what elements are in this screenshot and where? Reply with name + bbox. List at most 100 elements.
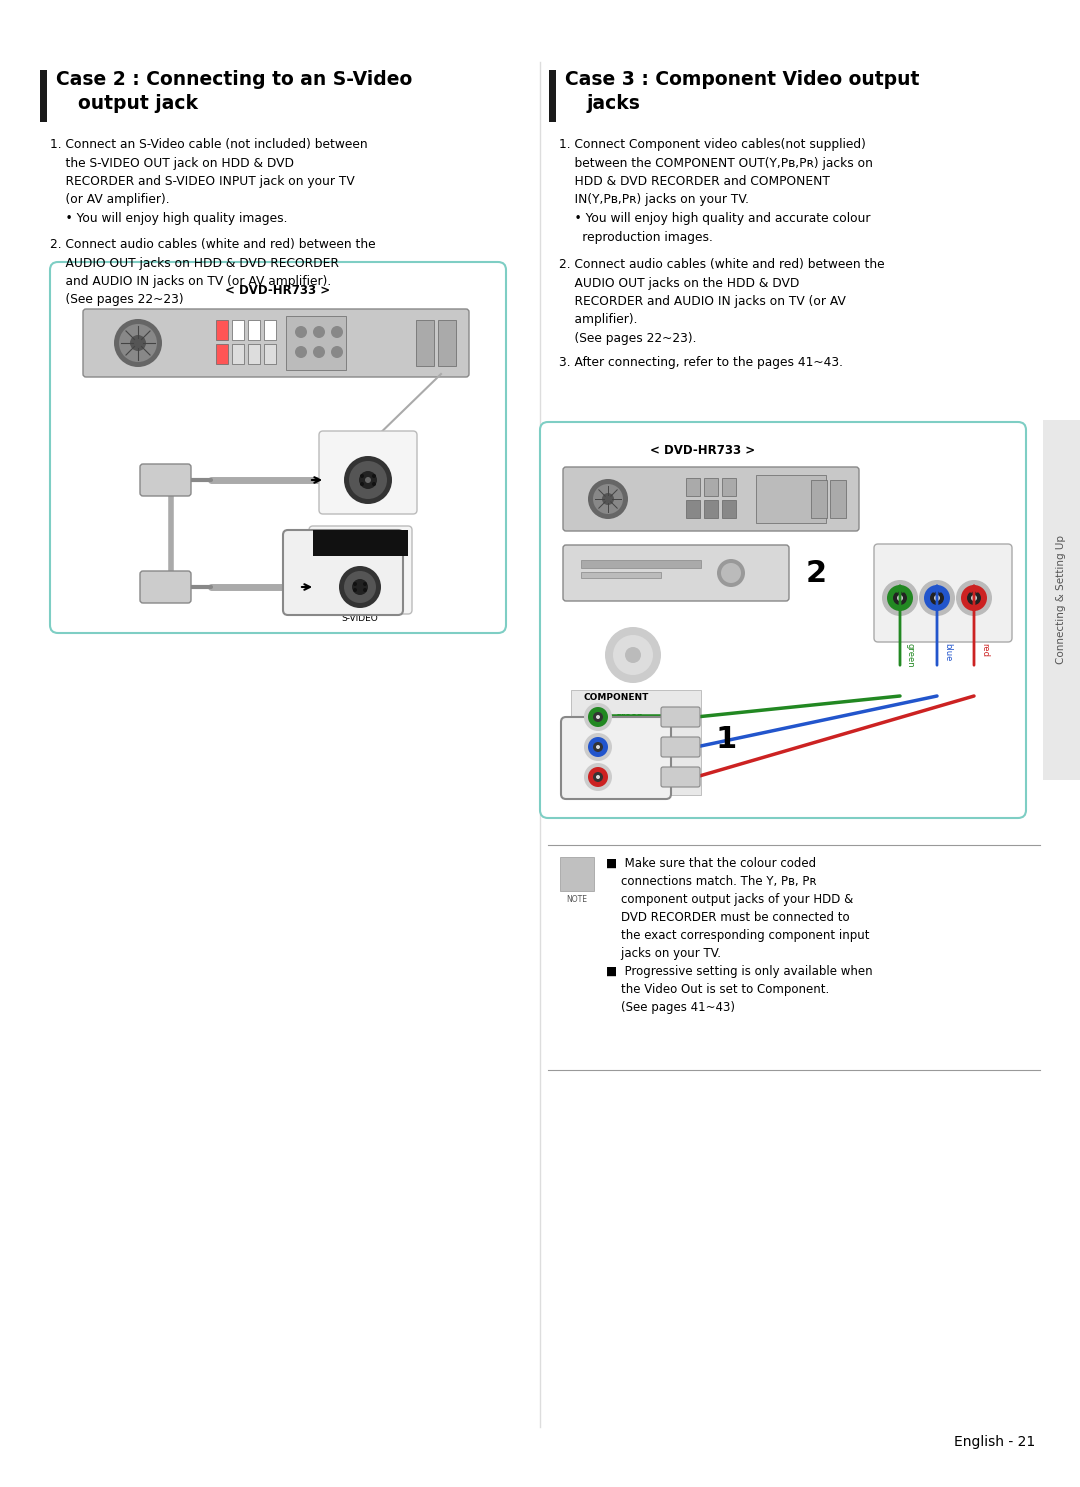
Circle shape [360, 474, 364, 477]
Text: blue: blue [943, 642, 951, 662]
Text: COMPONENT: COMPONENT [583, 693, 649, 702]
Bar [571, 690, 701, 796]
Text: blue: blue [616, 742, 637, 752]
Circle shape [613, 635, 653, 675]
Text: red: red [980, 642, 989, 657]
FancyBboxPatch shape [319, 431, 417, 515]
Circle shape [353, 587, 357, 592]
Bar [232, 343, 244, 364]
FancyBboxPatch shape [661, 706, 700, 727]
FancyBboxPatch shape [874, 544, 1012, 642]
Bar [704, 477, 718, 497]
Bar [216, 320, 228, 341]
Circle shape [602, 494, 615, 506]
Circle shape [930, 590, 944, 605]
FancyBboxPatch shape [661, 738, 700, 757]
Bar [40, 70, 48, 122]
Circle shape [593, 742, 603, 752]
FancyBboxPatch shape [140, 571, 191, 604]
Circle shape [114, 320, 162, 367]
Circle shape [330, 326, 343, 338]
Text: S-VIDEO: S-VIDEO [341, 614, 378, 623]
Text: COMPONENT OUT: COMPONENT OUT [905, 555, 982, 564]
FancyBboxPatch shape [661, 767, 700, 787]
Circle shape [934, 595, 940, 601]
Text: jacks: jacks [588, 94, 640, 113]
Circle shape [588, 479, 627, 519]
Bar [549, 70, 556, 122]
FancyBboxPatch shape [540, 422, 1026, 818]
Circle shape [721, 564, 741, 583]
Circle shape [372, 474, 376, 477]
Bar [581, 561, 701, 568]
Bar [723, 477, 735, 497]
Bar [561, 857, 594, 891]
FancyBboxPatch shape [50, 262, 507, 633]
Circle shape [588, 706, 608, 727]
Text: ■  Make sure that the colour coded
    connections match. The Y, Pʙ, Pʀ
    comp: ■ Make sure that the colour coded connec… [606, 857, 869, 961]
Circle shape [372, 482, 376, 486]
Circle shape [924, 584, 950, 611]
Circle shape [882, 580, 918, 616]
Bar [313, 529, 408, 556]
Circle shape [295, 346, 307, 358]
Circle shape [596, 745, 600, 749]
Bar [686, 477, 700, 497]
FancyBboxPatch shape [140, 464, 191, 497]
Circle shape [352, 578, 368, 595]
Circle shape [584, 733, 612, 761]
Text: 2. Connect audio cables (white and red) between the
    AUDIO OUT jacks on the H: 2. Connect audio cables (white and red) … [559, 259, 885, 345]
Circle shape [887, 584, 913, 611]
FancyBboxPatch shape [563, 467, 859, 531]
Circle shape [956, 580, 993, 616]
Circle shape [359, 471, 377, 489]
Circle shape [353, 581, 357, 586]
Bar [811, 480, 827, 517]
Text: ✎: ✎ [569, 864, 585, 883]
Text: 3. After connecting, refer to the pages 41~43.: 3. After connecting, refer to the pages … [559, 355, 843, 369]
Bar [1043, 419, 1080, 781]
Text: Connecting & Setting Up: Connecting & Setting Up [1056, 535, 1066, 665]
Circle shape [313, 346, 325, 358]
Circle shape [365, 477, 372, 483]
Text: Case 2 : Connecting to an S-Video: Case 2 : Connecting to an S-Video [56, 70, 413, 89]
Bar [248, 343, 260, 364]
Bar [286, 317, 346, 370]
Circle shape [330, 346, 343, 358]
Circle shape [584, 703, 612, 732]
Circle shape [897, 595, 903, 601]
Circle shape [339, 567, 381, 608]
Bar [831, 480, 846, 517]
Circle shape [593, 772, 603, 782]
FancyBboxPatch shape [83, 309, 469, 378]
Circle shape [625, 647, 642, 663]
Bar [723, 500, 735, 517]
Circle shape [345, 457, 392, 504]
Circle shape [584, 763, 612, 791]
Bar [264, 343, 276, 364]
Text: NOTE: NOTE [567, 895, 588, 904]
Text: 2. Connect audio cables (white and red) between the
    AUDIO OUT jacks on HDD &: 2. Connect audio cables (white and red) … [50, 238, 376, 306]
Circle shape [971, 595, 977, 601]
Text: S-VIDEO: S-VIDEO [348, 442, 389, 451]
Circle shape [593, 712, 603, 723]
Circle shape [313, 326, 325, 338]
Text: TV: TV [605, 749, 626, 767]
Circle shape [588, 738, 608, 757]
Text: 1. Connect Component video cables(not supplied)
    between the COMPONENT OUT(Y,: 1. Connect Component video cables(not su… [559, 138, 873, 244]
Bar [416, 320, 434, 366]
Bar [264, 320, 276, 341]
Circle shape [605, 628, 661, 683]
Circle shape [363, 587, 367, 592]
Circle shape [363, 581, 367, 586]
Circle shape [717, 559, 745, 587]
Text: < DVD-HR733 >: < DVD-HR733 > [226, 284, 330, 297]
Text: P.B.CAN: P.B.CAN [617, 693, 649, 702]
Bar [704, 500, 718, 517]
Text: ■  Progressive setting is only available when
    the Video Out is set to Compon: ■ Progressive setting is only available … [606, 965, 873, 1014]
Circle shape [130, 335, 146, 351]
FancyBboxPatch shape [561, 717, 671, 799]
Bar [248, 320, 260, 341]
FancyBboxPatch shape [309, 526, 411, 614]
Text: INPUT: INPUT [342, 535, 378, 546]
